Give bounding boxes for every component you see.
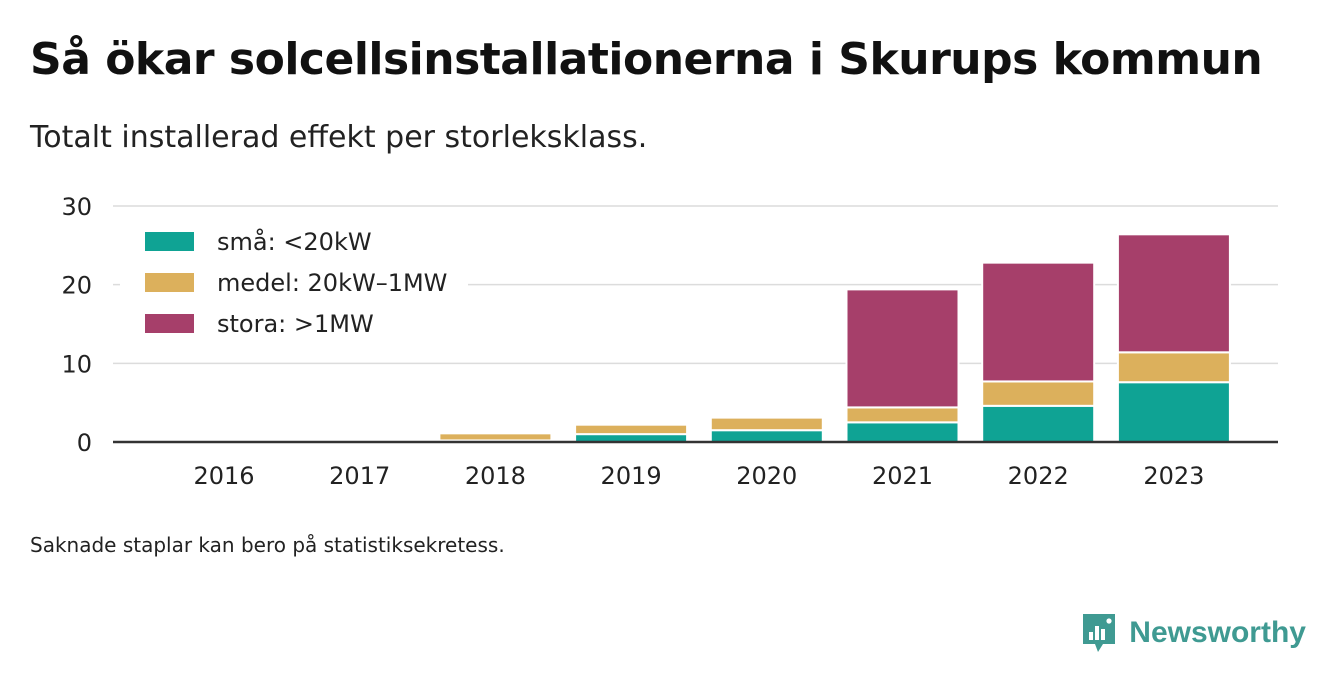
footnote: Saknade staplar kan bero på statistiksek… <box>30 533 505 557</box>
x-tick-label: 2016 <box>193 462 254 490</box>
bar-segment <box>981 261 1096 383</box>
x-tick-label: 2020 <box>736 462 797 490</box>
x-tick-label: 2018 <box>465 462 526 490</box>
legend-label: små: <20kW <box>217 227 372 256</box>
legend-swatch <box>145 273 194 292</box>
bar-segment <box>981 404 1096 444</box>
chart-title: Så ökar solcellsinstallationerna i Skuru… <box>30 34 1263 85</box>
x-tick-label: 2023 <box>1143 462 1204 490</box>
x-tick-label: 2017 <box>329 462 390 490</box>
chart-subtitle: Totalt installerad effekt per storlekskl… <box>30 120 648 155</box>
bar-segment <box>845 288 960 409</box>
brand-name: Newsworthy <box>1129 616 1306 649</box>
stacked-bar-chart: 0 10 20 30 2016 2017 2018 2019 2020 2021 2022 2023 s… <box>61 193 1278 490</box>
bar-segment <box>709 429 824 443</box>
legend-label: stora: >1MW <box>217 310 374 338</box>
bar-segment <box>845 406 960 424</box>
bar-segment <box>438 432 553 442</box>
y-tick-label: 10 <box>61 350 92 378</box>
bar-segment <box>1116 381 1231 443</box>
bar-segment <box>981 380 1096 407</box>
bar-segment <box>845 421 960 443</box>
legend-swatch <box>145 314 194 333</box>
bar-segment <box>1116 351 1231 384</box>
bar-chart-bubble-icon <box>1083 614 1116 652</box>
x-tick-label: 2022 <box>1008 462 1069 490</box>
bar-segment <box>574 423 689 436</box>
y-tick-label: 20 <box>61 272 92 300</box>
bar-segment <box>1116 233 1231 354</box>
x-tick-label: 2021 <box>872 462 933 490</box>
legend-swatch <box>145 232 194 251</box>
bar-segment <box>709 416 824 432</box>
newsworthy-logo: Newsworthy <box>1081 612 1306 654</box>
y-tick-label: 30 <box>61 193 92 221</box>
x-tick-label: 2019 <box>601 462 662 490</box>
legend-label: medel: 20kW–1MW <box>217 269 447 297</box>
y-tick-label: 0 <box>77 429 92 457</box>
